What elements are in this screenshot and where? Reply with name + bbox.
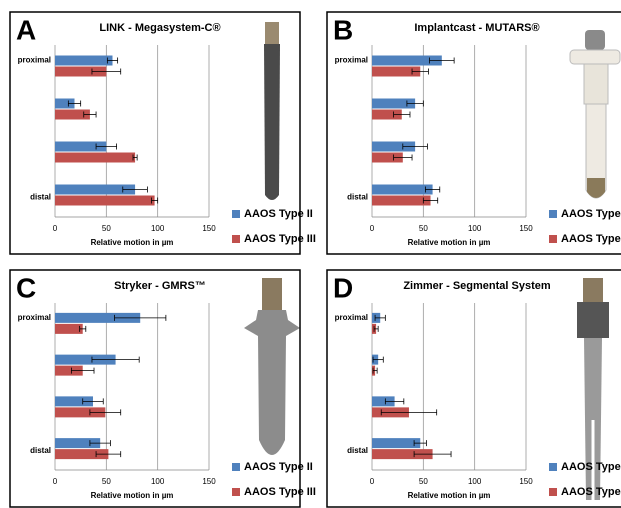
- category-label: distal: [30, 446, 51, 455]
- x-tick-label: 50: [102, 477, 111, 486]
- legend-label: AAOS Type III: [561, 486, 621, 498]
- bar: [372, 185, 433, 195]
- legend-label: AAOS Type III: [561, 233, 621, 245]
- x-tick-label: 100: [151, 224, 165, 233]
- panel-letter: C: [16, 272, 36, 303]
- x-tick-label: 100: [468, 224, 482, 233]
- x-tick-label: 100: [151, 477, 165, 486]
- x-tick-label: 50: [102, 224, 111, 233]
- bar: [55, 56, 112, 66]
- bar: [55, 153, 135, 163]
- category-label: proximal: [18, 313, 51, 322]
- x-axis-label: Relative motion in µm: [91, 238, 174, 247]
- implant-c: [244, 278, 300, 455]
- legend-label: AAOS Type III: [244, 486, 316, 498]
- x-axis-label: Relative motion in µm: [91, 491, 174, 500]
- x-axis-label: Relative motion in µm: [408, 491, 491, 500]
- legend-label: AAOS Type II: [244, 208, 313, 220]
- x-tick-label: 0: [370, 224, 375, 233]
- legend-swatch: [549, 488, 557, 496]
- panel-letter: D: [333, 272, 353, 303]
- x-axis-label: Relative motion in µm: [408, 238, 491, 247]
- x-tick-label: 0: [53, 477, 58, 486]
- bar: [372, 196, 431, 206]
- x-tick-label: 150: [519, 224, 533, 233]
- legend-swatch: [232, 463, 240, 471]
- panel-letter: A: [16, 14, 36, 45]
- legend-label: AAOS Type III: [244, 233, 316, 245]
- implant-a: [264, 22, 280, 200]
- category-label: distal: [347, 193, 368, 202]
- chart-title: Stryker - GMRS™: [114, 280, 206, 292]
- x-tick-label: 50: [419, 224, 428, 233]
- category-label: proximal: [335, 313, 368, 322]
- x-tick-label: 150: [202, 224, 216, 233]
- category-label: proximal: [18, 56, 51, 65]
- x-tick-label: 50: [419, 477, 428, 486]
- figure: A LINK - Megasystem-C® 0 50 100 150 Relative m…: [0, 0, 621, 508]
- legend-label: AAOS Type II: [561, 461, 621, 473]
- legend-swatch: [232, 488, 240, 496]
- x-tick-label: 100: [468, 477, 482, 486]
- category-label: proximal: [335, 56, 368, 65]
- legend-swatch: [232, 210, 240, 218]
- panel-letter: B: [333, 14, 353, 45]
- x-tick-label: 150: [202, 477, 216, 486]
- chart-title: LINK - Megasystem-C®: [99, 22, 220, 34]
- category-label: distal: [30, 193, 51, 202]
- category-label: distal: [347, 446, 368, 455]
- bar: [55, 324, 83, 334]
- bar: [372, 438, 420, 448]
- implant-b: [570, 30, 620, 198]
- bar: [55, 196, 155, 206]
- legend-label: AAOS Type II: [561, 208, 621, 220]
- legend-swatch: [549, 235, 557, 243]
- chart-title: Implantcast - MUTARS®: [414, 22, 539, 34]
- legend-swatch: [549, 463, 557, 471]
- x-tick-label: 150: [519, 477, 533, 486]
- chart-title: Zimmer - Segmental System: [403, 280, 551, 292]
- legend-label: AAOS Type II: [244, 461, 313, 473]
- legend-swatch: [549, 210, 557, 218]
- x-tick-label: 0: [370, 477, 375, 486]
- legend-swatch: [232, 235, 240, 243]
- x-tick-label: 0: [53, 224, 58, 233]
